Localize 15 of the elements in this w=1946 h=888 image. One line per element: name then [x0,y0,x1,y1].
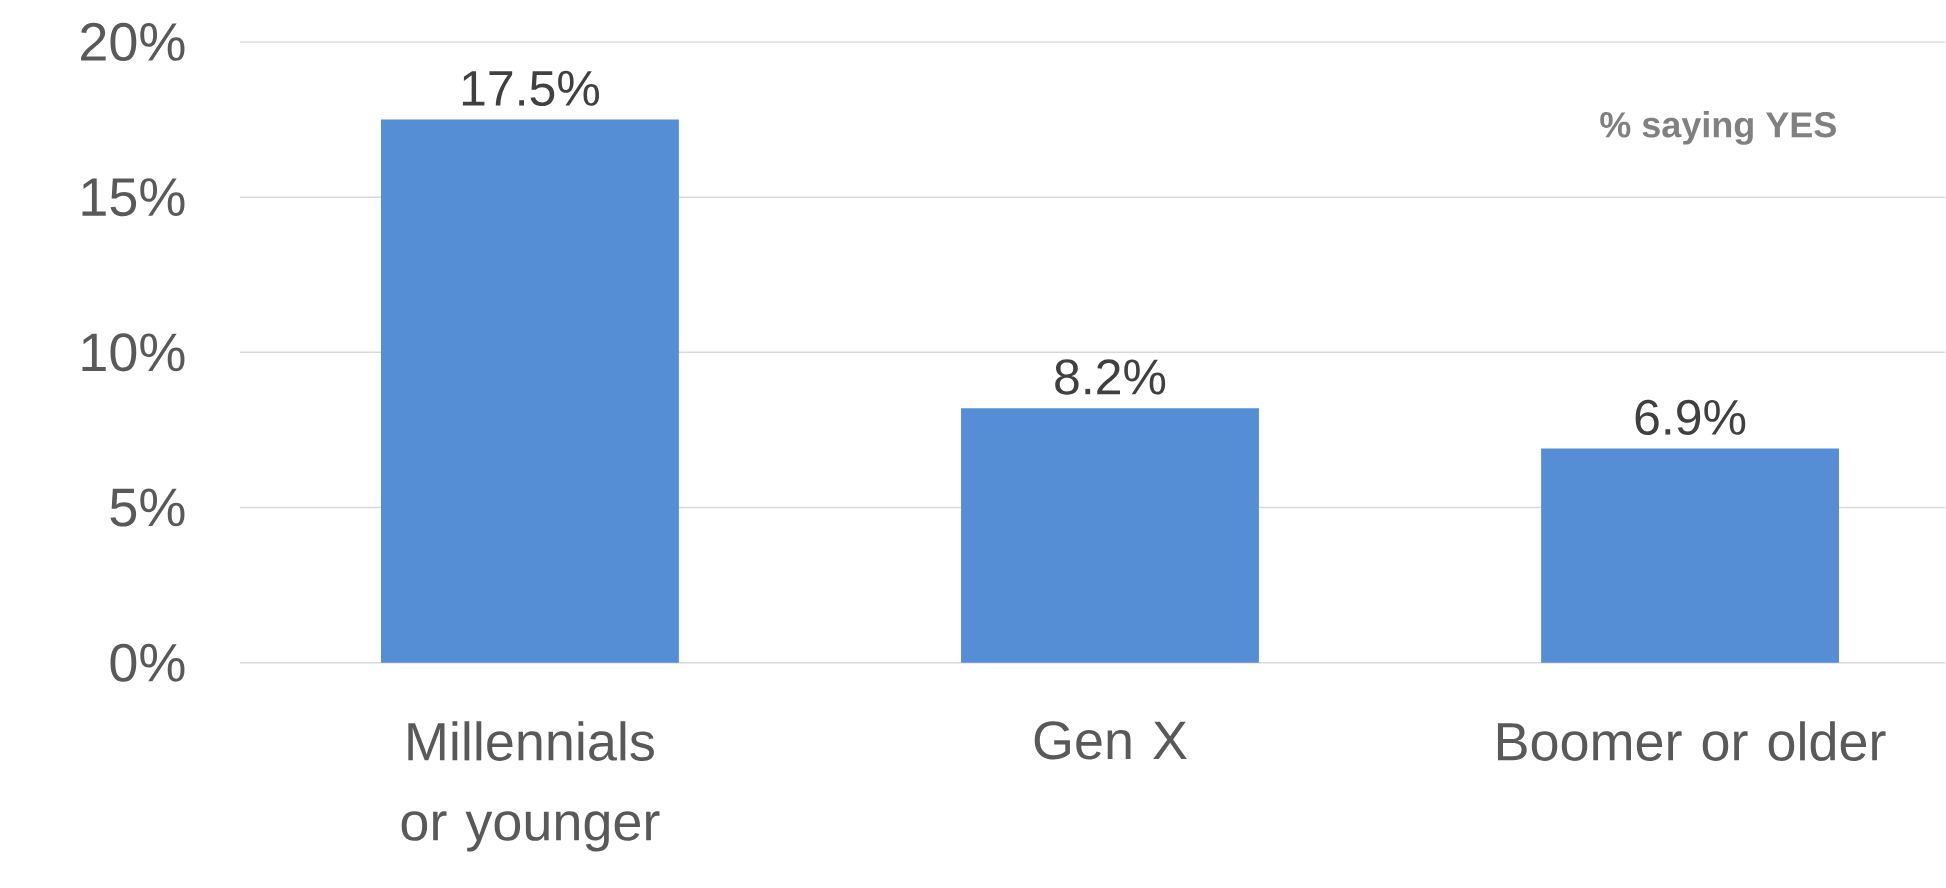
x-tick-label: Millennials or younger [401,721,660,852]
x-tick-label: Gen X [1034,721,1187,760]
y-tick-label: 10% [82,333,185,372]
y-tick-label: 15% [82,178,185,217]
data-label: 8.2% [1055,359,1166,395]
data-label: 17.5% [462,71,599,107]
x-tick-label: Boomer or older [1497,721,1886,762]
y-tick-label: 20% [81,23,185,62]
data-label: 6.9% [1635,399,1746,436]
y-tick-label: 0% [110,643,185,683]
annotation: % saying YES [1600,111,1836,145]
bar [1541,448,1839,663]
bar [961,408,1259,663]
y-tick-label: 5% [110,488,185,527]
bar [381,119,679,663]
